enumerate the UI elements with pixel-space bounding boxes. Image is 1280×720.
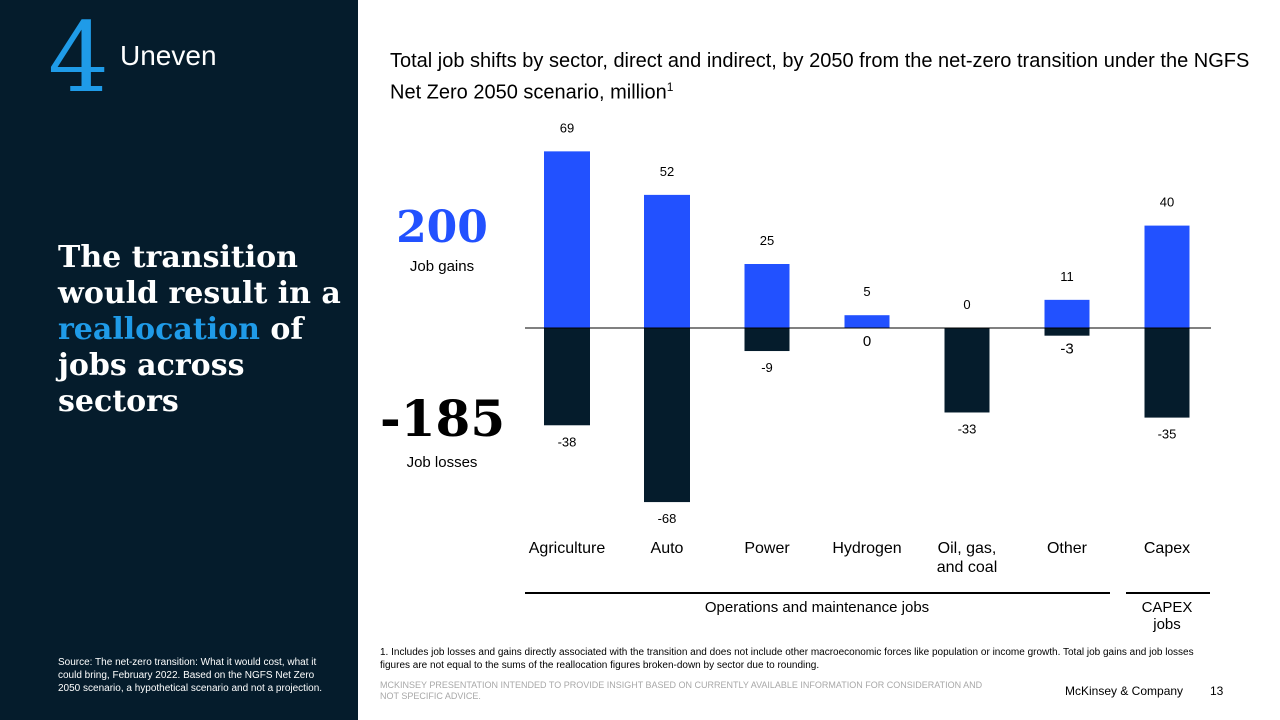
bar-loss-oil-gas-and-coal: [944, 328, 990, 413]
job-gains-summary: 200 Job gains: [380, 200, 504, 275]
job-losses-value: -185: [380, 389, 506, 448]
bar-loss-other: [1044, 328, 1090, 336]
section-number: 4: [48, 2, 110, 114]
data-label-loss-hydrogen: 0: [863, 333, 871, 350]
category-label-hydrogen: Hydrogen: [832, 540, 901, 557]
category-label-capex: Capex: [1144, 540, 1190, 557]
bar-gain-hydrogen: [844, 315, 890, 328]
chart-title-footnote-mark: 1: [666, 80, 674, 94]
headline-before: The transition would result in a: [58, 240, 341, 311]
bar-gain-capex: [1144, 225, 1190, 328]
data-label-gain-capex: 40: [1160, 195, 1174, 210]
disclaimer: McKinsey presentation intended to provid…: [380, 680, 983, 701]
brand-name: McKinsey & Company: [1065, 684, 1184, 698]
headline-highlight: reallocation: [58, 312, 260, 347]
category-label-oil-gas-and-coal: and coal: [937, 559, 998, 576]
data-label-loss-oil-gas-and-coal: -33: [958, 421, 977, 436]
bar-loss-auto: [644, 328, 690, 503]
chart-title-text: Total job shifts by sector, direct and i…: [390, 50, 1250, 104]
data-label-gain-power: 25: [760, 233, 774, 248]
page-number: 13: [1210, 684, 1224, 698]
headline: The transition would result in a realloc…: [58, 240, 348, 420]
data-label-gain-agriculture: 69: [560, 120, 574, 135]
left-panel: 4 Uneven The transition would result in …: [0, 0, 358, 720]
data-label-loss-power: -9: [761, 360, 773, 375]
chart-title: Total job shifts by sector, direct and i…: [390, 48, 1250, 106]
category-label-auto: Auto: [651, 540, 684, 557]
headline-after: of jobs across sectors: [58, 312, 304, 419]
group-label-capex: CAPEX: [1142, 599, 1193, 616]
data-label-loss-agriculture: -38: [558, 434, 577, 449]
category-label-agriculture: Agriculture: [529, 540, 606, 557]
group-label-capex: jobs: [1152, 616, 1181, 633]
bar-gain-agriculture: [544, 151, 590, 328]
group-label-operations: Operations and maintenance jobs: [705, 599, 929, 616]
data-label-gain-other: 11: [1060, 269, 1074, 284]
category-label-other: Other: [1047, 540, 1088, 557]
job-losses-summary: -185 Job losses: [380, 388, 506, 471]
data-label-loss-auto: -68: [658, 511, 677, 526]
data-label-gain-auto: 52: [660, 164, 674, 179]
job-gains-value: 200: [396, 202, 488, 253]
source-note: Source: The net-zero transition: What it…: [58, 657, 323, 694]
bar-gain-auto: [644, 194, 690, 328]
category-label-power: Power: [744, 540, 790, 557]
section-label: Uneven: [120, 40, 217, 71]
bar-gain-other: [1044, 299, 1090, 328]
data-label-gain-oil-gas-and-coal: 0: [963, 297, 970, 312]
data-label-gain-hydrogen: 5: [863, 284, 870, 299]
job-losses-label: Job losses: [406, 454, 478, 471]
data-label-loss-other: -3: [1060, 341, 1073, 358]
footnote: 1. Includes job losses and gains directl…: [380, 647, 1194, 671]
bar-loss-capex: [1144, 328, 1190, 418]
job-gains-label: Job gains: [409, 258, 475, 275]
bar-gain-power: [744, 264, 790, 328]
bar-loss-power: [744, 328, 790, 352]
bar-loss-agriculture: [544, 328, 590, 426]
category-label-oil-gas-and-coal: Oil, gas,: [938, 540, 997, 557]
data-label-loss-capex: -35: [1158, 427, 1177, 442]
